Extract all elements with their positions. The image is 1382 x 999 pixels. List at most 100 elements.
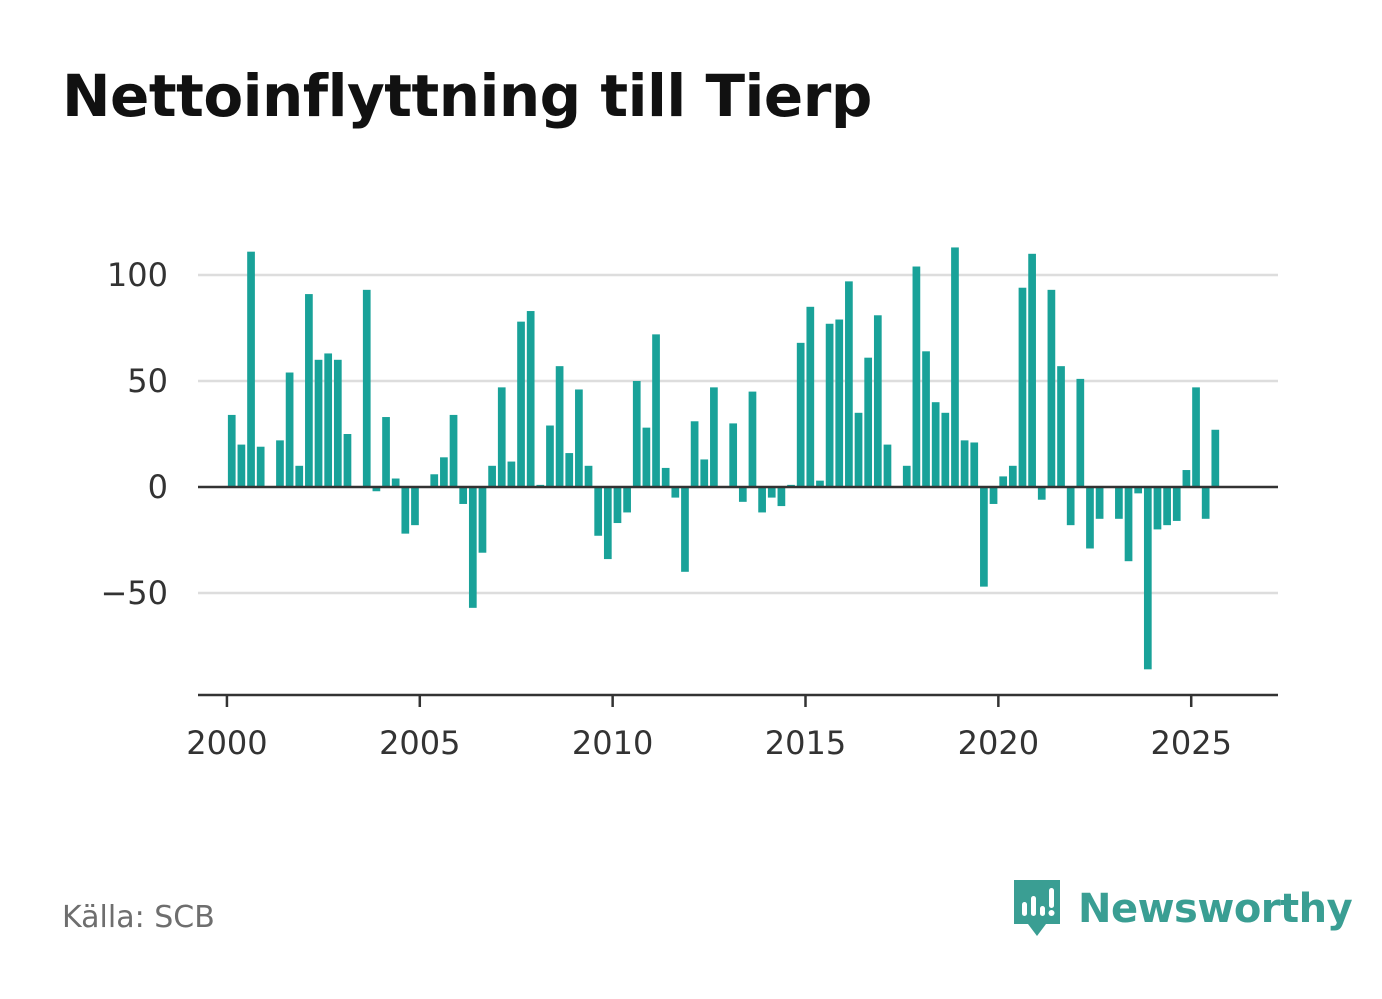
bar [960,440,969,487]
bar [796,342,805,487]
x-tick-label: 2020 [958,724,1039,762]
bar [1095,487,1104,519]
bar [478,487,487,553]
bar [401,487,410,534]
bar [777,487,786,507]
bar [333,359,342,487]
bar [951,247,959,487]
bar [449,414,458,487]
bar [902,465,911,487]
bar [517,321,525,487]
bar [1172,487,1181,521]
bar [314,359,323,487]
bar [565,453,574,487]
bar [1201,487,1210,519]
bar [738,487,747,502]
bar [382,417,390,487]
bar [526,311,535,487]
bar [970,442,979,487]
axes: −50 0 50 100 2000 2005 2010 2015 2020 2025 [100,256,1278,762]
chart-title: Nettoinflyttning till Tierp [62,62,872,130]
bar [247,251,255,487]
bar [1192,387,1200,487]
bar [1076,378,1085,487]
bar [237,444,246,487]
bar [835,319,844,487]
bar [1066,487,1075,526]
x-tick-label: 2010 [572,724,653,762]
bar [681,487,689,572]
bar [1086,487,1094,549]
bar [690,421,699,487]
x-tick-label: 2005 [379,724,460,762]
bar [671,487,680,498]
bar [941,412,950,487]
bar [575,389,583,487]
bar [305,294,313,487]
bar [845,281,853,487]
gridlines [198,273,1278,595]
bar [700,459,709,487]
bar [748,391,757,487]
bar [1057,366,1065,487]
bar [1008,465,1017,487]
bar [1163,487,1171,526]
bar [864,357,873,487]
bar [710,387,718,487]
bar [1182,470,1191,487]
bar [1153,487,1162,530]
bar [507,461,516,487]
bar [440,457,448,487]
bar [256,446,265,487]
x-tick-label: 2025 [1150,724,1231,762]
bar [459,487,468,504]
bar [343,434,352,487]
bar [758,487,766,513]
bar [729,423,738,487]
bar [1134,487,1143,494]
bar [1115,487,1123,519]
y-tick-label: 100 [107,256,168,294]
bar [411,487,419,526]
brand-logo[interactable]: Newsworthy [1012,878,1353,940]
bar [661,467,670,487]
bar [546,425,554,487]
bar [767,487,776,498]
bar [1018,287,1027,487]
bar [285,372,294,487]
bar [652,334,660,487]
x-tick-label: 2015 [765,724,846,762]
bar [430,474,439,487]
bar [497,387,506,487]
bar [603,487,612,560]
bar [806,306,815,487]
bar [989,487,998,504]
source-note: Källa: SCB [62,900,215,935]
bar [1047,289,1056,487]
bar [854,412,863,487]
bar [912,266,921,487]
bar [825,323,834,487]
y-tick-label: 0 [148,468,168,506]
bar [227,414,236,487]
bar [1028,253,1036,487]
bar [468,487,477,608]
newsworthy-logo-icon [1014,880,1060,936]
bar [632,381,641,487]
bar-series [227,247,1220,670]
bar [295,465,304,487]
bar [816,480,824,487]
bar [1211,429,1220,487]
bar [391,478,400,487]
bar [883,444,892,487]
bar [623,487,631,513]
bar [931,402,940,487]
y-tick-label: 50 [127,362,168,400]
bar [873,315,882,487]
bar [980,487,988,587]
bar [1143,487,1152,670]
brand-name: Newsworthy [1078,886,1353,932]
bar [324,353,333,487]
bar [613,487,622,524]
